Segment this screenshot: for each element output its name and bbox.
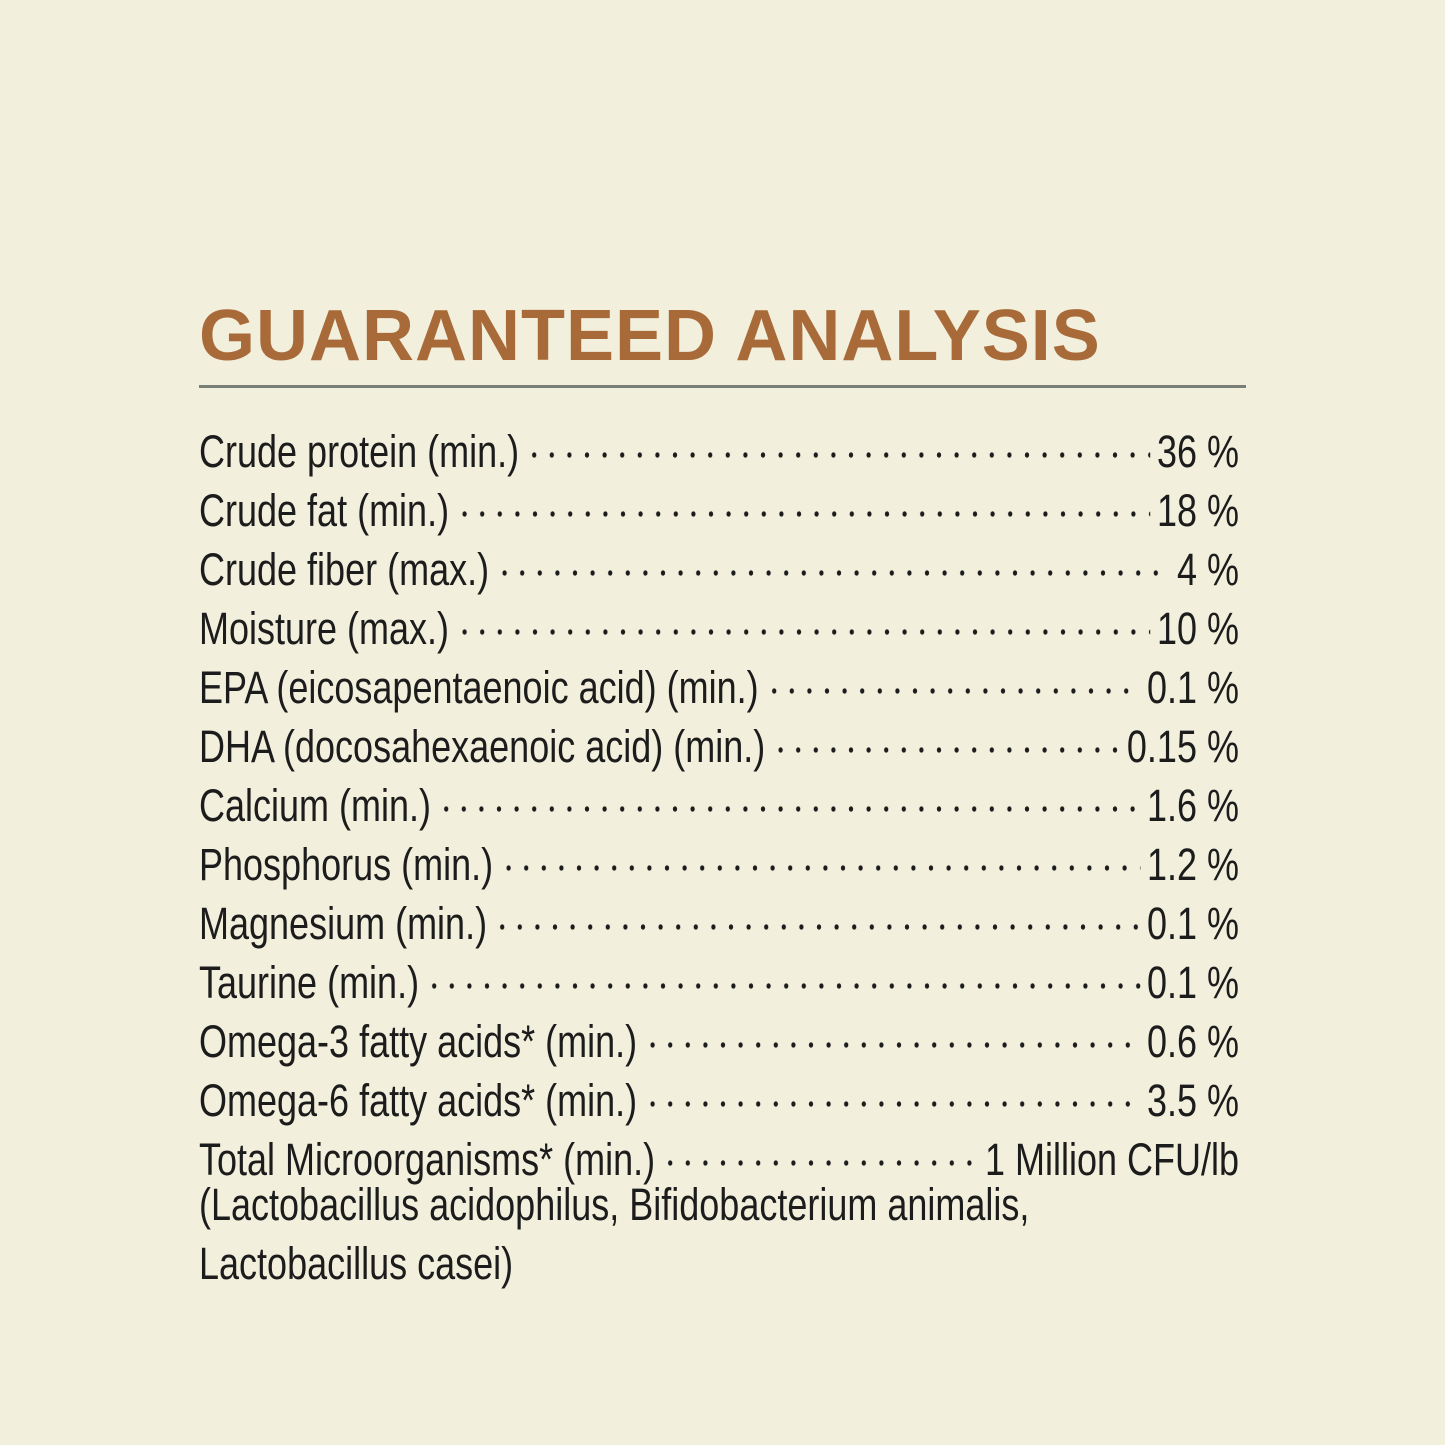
nutrient-value: 36 % [1156, 426, 1239, 477]
analysis-row: Magnesium (min.) 0.1 % [199, 880, 1239, 949]
nutrient-value: 1.2 % [1146, 839, 1239, 890]
page-title: GUARANTEED ANALYSIS [199, 296, 1101, 376]
dot-leader [425, 939, 1141, 998]
dot-leader [771, 703, 1121, 762]
dot-leader [661, 1116, 979, 1175]
nutrient-value: 1.6 % [1146, 780, 1239, 831]
nutrient-value: 4 % [1176, 544, 1239, 595]
analysis-row: Calcium (min.) 1.6 % [199, 762, 1239, 831]
analysis-row: Crude fiber (max.) 4 % [199, 526, 1239, 595]
analysis-row: Omega-3 fatty acids* (min.) 0.6 % [199, 998, 1239, 1067]
nutrient-value: 1 Million CFU/lb [984, 1134, 1239, 1185]
nutrient-label: Taurine (min.) [199, 957, 420, 1008]
dot-leader [643, 1057, 1141, 1116]
analysis-row: Crude protein (min.) 36 % [199, 408, 1239, 477]
nutrient-label: Omega-3 fatty acids* (min.) [199, 1016, 638, 1067]
nutrient-label: EPA (eicosapentaenoic acid) (min.) [199, 662, 759, 713]
dot-leader [499, 821, 1141, 880]
analysis-row: Taurine (min.) 0.1 % [199, 939, 1239, 1008]
analysis-list: Crude protein (min.) 36 % Crude fat (min.)… [199, 408, 1239, 1293]
dot-leader [643, 998, 1141, 1057]
nutrient-value: 0.1 % [1146, 898, 1239, 949]
dot-leader [765, 644, 1141, 703]
dot-leader [455, 585, 1151, 644]
dot-leader [437, 762, 1141, 821]
dot-leader [455, 467, 1151, 526]
nutrient-value: 10 % [1156, 603, 1239, 654]
dot-leader [495, 526, 1171, 585]
nutrient-label: Calcium (min.) [199, 780, 432, 831]
nutrient-value: 3.5 % [1146, 1075, 1239, 1126]
dot-leader [493, 880, 1141, 939]
nutrient-value: 0.1 % [1146, 957, 1239, 1008]
analysis-row: Moisture (max.) 10 % [199, 585, 1239, 654]
nutrient-value: 0.15 % [1126, 721, 1239, 772]
nutrient-label: Crude fiber (max.) [199, 544, 490, 595]
microorganism-note: Lactobacillus casei) [199, 1238, 514, 1289]
nutrient-value: 0.6 % [1146, 1016, 1239, 1067]
analysis-row: Crude fat (min.) 18 % [199, 467, 1239, 536]
dot-leader [525, 408, 1151, 467]
analysis-row: Total Microorganisms* (min.) 1 Million CF… [199, 1116, 1239, 1185]
analysis-row: EPA (eicosapentaenoic acid) (min.) 0.1 % [199, 644, 1239, 713]
nutrient-label: Crude fat (min.) [199, 485, 450, 536]
nutrient-value: 18 % [1156, 485, 1239, 536]
nutrient-label: Moisture (max.) [199, 603, 450, 654]
title-divider [199, 385, 1246, 388]
nutrient-label: Phosphorus (min.) [199, 839, 494, 890]
analysis-row: Omega-6 fatty acids* (min.) 3.5 % [199, 1057, 1239, 1126]
nutrient-label: Total Microorganisms* (min.) [199, 1134, 656, 1185]
analysis-row: Phosphorus (min.) 1.2 % [199, 821, 1239, 890]
nutrient-value: 0.1 % [1146, 662, 1239, 713]
nutrient-label: Omega-6 fatty acids* (min.) [199, 1075, 638, 1126]
microorganism-note: (Lactobacillus acidophilus, Bifidobacter… [199, 1179, 1030, 1230]
